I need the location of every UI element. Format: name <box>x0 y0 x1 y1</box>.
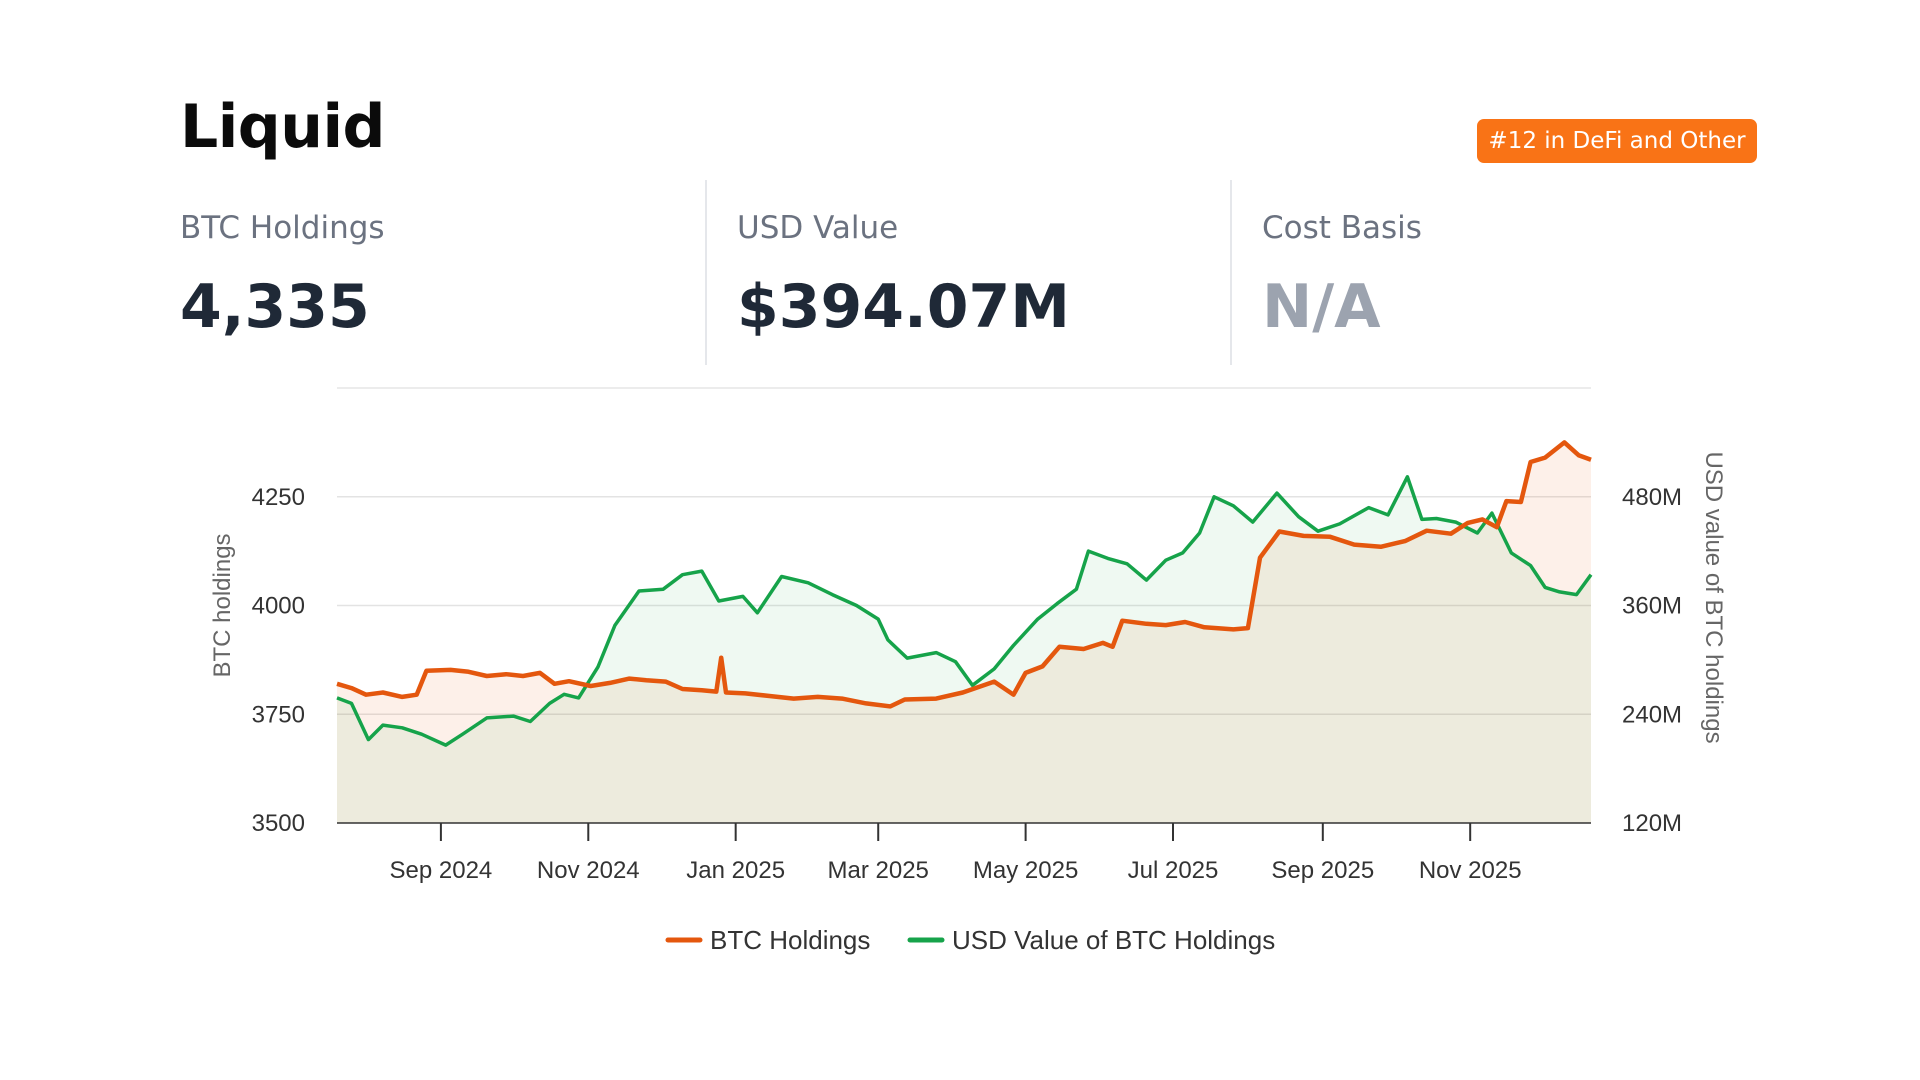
x-tick-label: Nov 2025 <box>1419 857 1522 884</box>
stat-label: BTC Holdings <box>180 210 385 246</box>
usd-value-line <box>336 475 1593 747</box>
btc-holdings-line <box>336 440 1592 709</box>
legend-label-usd: USD Value of BTC Holdings <box>952 925 1275 955</box>
x-tick-label: May 2025 <box>973 857 1078 884</box>
stat-value: $394.07M <box>737 272 1070 342</box>
x-tick-label: Jul 2025 <box>1128 857 1219 884</box>
y-left-tick-label: 3500 <box>252 810 305 837</box>
stat-value: 4,335 <box>180 272 370 342</box>
y-left-axis-title: BTC holdings <box>209 533 236 677</box>
stat-divider <box>705 180 707 365</box>
rank-badge: #12 in DeFi and Other <box>1477 119 1757 163</box>
x-tick-label: Mar 2025 <box>828 857 929 884</box>
stat-divider <box>1230 180 1232 365</box>
stat-value: N/A <box>1262 272 1381 342</box>
legend-label-btc: BTC Holdings <box>710 925 870 955</box>
x-tick-label: Sep 2025 <box>1271 857 1374 884</box>
x-tick-label: Jan 2025 <box>686 857 785 884</box>
usd-value-area <box>337 476 1591 823</box>
y-left-tick-label: 3750 <box>252 701 305 728</box>
page-title: Liquid <box>180 92 385 162</box>
stat-label: Cost Basis <box>1262 210 1422 246</box>
y-right-tick-label: 360M <box>1622 593 1682 620</box>
y-right-tick-label: 480M <box>1622 484 1682 511</box>
y-left-tick-label: 4250 <box>252 484 305 511</box>
y-left-tick-label: 4000 <box>252 593 305 620</box>
stat-label: USD Value <box>737 210 899 246</box>
y-right-tick-label: 120M <box>1622 810 1682 837</box>
y-right-axis-title: USD value of BTC holdings <box>1700 451 1727 743</box>
x-tick-label: Sep 2024 <box>390 857 493 884</box>
x-tick-label: Nov 2024 <box>537 857 640 884</box>
y-right-tick-label: 240M <box>1622 701 1682 728</box>
